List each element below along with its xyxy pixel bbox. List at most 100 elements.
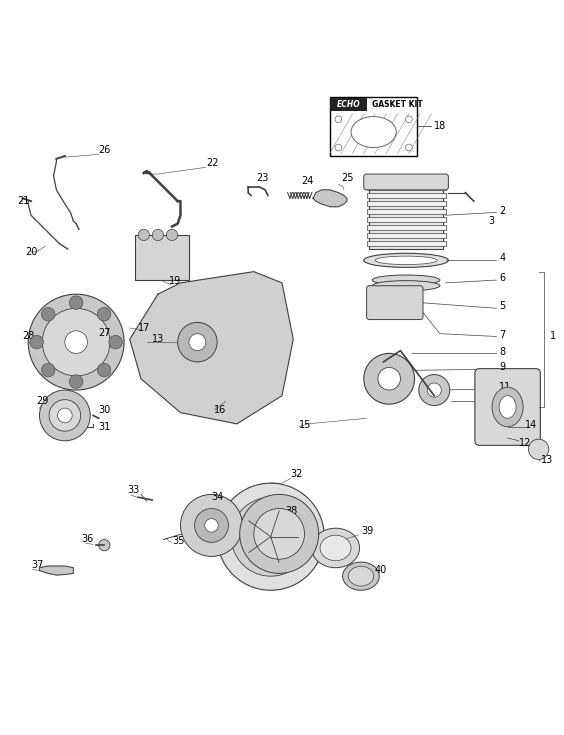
Circle shape bbox=[257, 523, 285, 551]
Text: 33: 33 bbox=[127, 485, 139, 495]
Text: 38: 38 bbox=[285, 506, 297, 516]
Text: 40: 40 bbox=[375, 565, 387, 576]
Circle shape bbox=[231, 497, 310, 576]
Bar bbox=[367, 241, 446, 246]
Circle shape bbox=[28, 294, 124, 390]
Circle shape bbox=[180, 495, 243, 556]
Text: GASKET KIT: GASKET KIT bbox=[372, 100, 423, 110]
Circle shape bbox=[69, 296, 83, 309]
Ellipse shape bbox=[418, 375, 450, 406]
Ellipse shape bbox=[351, 117, 396, 148]
Text: 18: 18 bbox=[434, 121, 447, 132]
FancyBboxPatch shape bbox=[367, 286, 423, 320]
Text: 17: 17 bbox=[138, 323, 151, 333]
Ellipse shape bbox=[311, 528, 360, 567]
Bar bbox=[367, 225, 446, 230]
Text: 31: 31 bbox=[99, 422, 111, 431]
Ellipse shape bbox=[320, 535, 351, 561]
Circle shape bbox=[138, 229, 149, 240]
Bar bbox=[367, 233, 446, 238]
Bar bbox=[330, 97, 417, 156]
Text: 22: 22 bbox=[206, 157, 218, 168]
Circle shape bbox=[152, 229, 164, 240]
Text: 10: 10 bbox=[499, 395, 512, 404]
Bar bbox=[367, 184, 446, 190]
Ellipse shape bbox=[372, 275, 440, 285]
Ellipse shape bbox=[428, 383, 442, 397]
Ellipse shape bbox=[364, 354, 415, 404]
Bar bbox=[367, 217, 446, 222]
Ellipse shape bbox=[348, 566, 373, 586]
Text: 37: 37 bbox=[31, 560, 43, 570]
Text: 21: 21 bbox=[17, 196, 29, 206]
Circle shape bbox=[335, 144, 342, 151]
Text: 30: 30 bbox=[99, 405, 111, 415]
Circle shape bbox=[240, 495, 319, 573]
Text: 39: 39 bbox=[361, 526, 373, 536]
Bar bbox=[367, 209, 446, 214]
Ellipse shape bbox=[492, 387, 523, 427]
Bar bbox=[330, 98, 367, 111]
Text: 14: 14 bbox=[525, 420, 537, 430]
Text: 36: 36 bbox=[82, 534, 94, 545]
Text: 15: 15 bbox=[299, 420, 311, 431]
Text: 29: 29 bbox=[37, 396, 49, 406]
Circle shape bbox=[39, 390, 90, 441]
Text: 3: 3 bbox=[488, 215, 494, 226]
Circle shape bbox=[42, 307, 55, 321]
Text: 12: 12 bbox=[519, 439, 531, 448]
Text: 16: 16 bbox=[214, 405, 227, 415]
Polygon shape bbox=[39, 566, 73, 575]
Text: 35: 35 bbox=[172, 536, 184, 546]
Circle shape bbox=[30, 335, 43, 349]
Text: 4: 4 bbox=[499, 254, 505, 263]
Text: 9: 9 bbox=[499, 362, 505, 373]
Ellipse shape bbox=[378, 368, 400, 390]
Circle shape bbox=[166, 229, 178, 240]
Circle shape bbox=[58, 408, 72, 423]
Circle shape bbox=[335, 116, 342, 123]
Ellipse shape bbox=[375, 256, 437, 265]
Ellipse shape bbox=[372, 281, 440, 291]
Circle shape bbox=[189, 334, 206, 351]
Text: 8: 8 bbox=[499, 346, 505, 356]
Circle shape bbox=[65, 331, 87, 354]
Circle shape bbox=[109, 335, 122, 349]
FancyBboxPatch shape bbox=[364, 174, 448, 190]
FancyBboxPatch shape bbox=[475, 369, 540, 445]
Text: 26: 26 bbox=[99, 146, 111, 155]
Text: 27: 27 bbox=[99, 329, 111, 339]
Text: 1: 1 bbox=[550, 331, 556, 341]
Text: 20: 20 bbox=[25, 247, 38, 257]
Circle shape bbox=[195, 509, 228, 542]
Bar bbox=[367, 201, 446, 206]
Circle shape bbox=[42, 363, 55, 377]
Circle shape bbox=[254, 509, 305, 559]
Circle shape bbox=[97, 307, 111, 321]
Text: 6: 6 bbox=[499, 273, 505, 283]
Bar bbox=[135, 235, 189, 280]
Ellipse shape bbox=[364, 254, 448, 268]
Circle shape bbox=[42, 308, 110, 376]
Text: 19: 19 bbox=[169, 276, 182, 286]
Text: 28: 28 bbox=[23, 331, 35, 341]
Polygon shape bbox=[313, 190, 347, 207]
Polygon shape bbox=[130, 272, 293, 424]
Circle shape bbox=[528, 439, 549, 459]
Circle shape bbox=[97, 363, 111, 377]
Bar bbox=[367, 193, 446, 198]
Text: 13: 13 bbox=[541, 456, 554, 465]
Text: 11: 11 bbox=[499, 382, 512, 392]
Circle shape bbox=[217, 483, 324, 590]
Text: 5: 5 bbox=[499, 301, 505, 312]
Text: 2: 2 bbox=[499, 206, 505, 215]
Bar bbox=[369, 184, 443, 249]
Circle shape bbox=[406, 116, 412, 123]
Text: 34: 34 bbox=[212, 492, 224, 502]
Text: 7: 7 bbox=[499, 329, 505, 340]
Ellipse shape bbox=[499, 395, 516, 418]
Circle shape bbox=[205, 519, 218, 532]
Text: 32: 32 bbox=[290, 470, 303, 479]
Text: 13: 13 bbox=[152, 334, 165, 344]
Text: 24: 24 bbox=[302, 176, 314, 186]
